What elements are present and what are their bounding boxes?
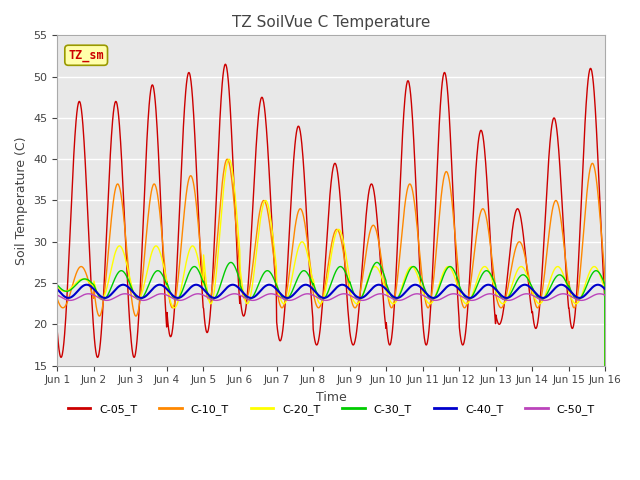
Title: TZ SoilVue C Temperature: TZ SoilVue C Temperature — [232, 15, 431, 30]
C-50_T — [162, 292, 170, 298]
C-20_T — [488, 277, 496, 283]
C-40_T — [417, 284, 424, 290]
C-50_T — [602, 292, 609, 298]
C-10_T — [54, 297, 61, 302]
C-20_T — [162, 273, 170, 279]
C-50_T — [395, 298, 403, 303]
C-20_T — [175, 294, 183, 300]
X-axis label: Time: Time — [316, 391, 347, 404]
C-50_T — [237, 292, 244, 298]
Line: C-10_T: C-10_T — [58, 159, 605, 480]
C-30_T — [237, 285, 244, 290]
C-30_T — [417, 275, 424, 280]
C-40_T — [54, 287, 61, 292]
C-20_T — [536, 300, 544, 306]
C-50_T — [54, 292, 61, 298]
C-05_T — [536, 293, 544, 299]
C-20_T — [54, 284, 61, 290]
C-20_T — [237, 273, 244, 278]
C-10_T — [175, 265, 183, 271]
C-50_T — [175, 298, 183, 303]
C-20_T — [417, 282, 424, 288]
Line: C-20_T: C-20_T — [58, 159, 605, 480]
C-20_T — [225, 156, 233, 162]
C-05_T — [221, 61, 229, 67]
C-40_T — [175, 295, 183, 300]
C-40_T — [162, 285, 170, 291]
C-50_T — [377, 291, 385, 297]
C-05_T — [237, 301, 244, 307]
C-30_T — [536, 297, 544, 302]
C-40_T — [503, 295, 511, 301]
Line: C-40_T: C-40_T — [58, 285, 605, 298]
C-10_T — [488, 257, 496, 263]
C-30_T — [54, 282, 61, 288]
C-05_T — [488, 271, 496, 276]
C-40_T — [488, 283, 496, 289]
C-05_T — [417, 284, 424, 289]
C-30_T — [162, 280, 170, 286]
C-10_T — [417, 260, 424, 266]
Text: TZ_sm: TZ_sm — [68, 49, 104, 62]
C-40_T — [484, 282, 492, 288]
Line: C-30_T: C-30_T — [58, 263, 605, 480]
C-05_T — [54, 330, 61, 336]
Line: C-05_T: C-05_T — [58, 64, 605, 480]
C-05_T — [162, 312, 170, 318]
C-50_T — [489, 291, 497, 297]
C-10_T — [536, 299, 544, 304]
C-05_T — [175, 214, 183, 219]
C-40_T — [602, 287, 609, 292]
C-40_T — [537, 295, 545, 300]
C-50_T — [537, 297, 545, 302]
C-50_T — [417, 291, 425, 297]
Legend: C-05_T, C-10_T, C-20_T, C-30_T, C-40_T, C-50_T: C-05_T, C-10_T, C-20_T, C-30_T, C-40_T, … — [63, 400, 599, 420]
C-30_T — [175, 294, 183, 300]
Y-axis label: Soil Temperature (C): Soil Temperature (C) — [15, 136, 28, 265]
C-10_T — [162, 276, 170, 281]
Line: C-50_T: C-50_T — [58, 294, 605, 300]
C-30_T — [227, 260, 235, 265]
C-10_T — [223, 156, 231, 162]
C-30_T — [488, 274, 496, 280]
C-40_T — [237, 287, 244, 293]
C-10_T — [237, 282, 244, 288]
